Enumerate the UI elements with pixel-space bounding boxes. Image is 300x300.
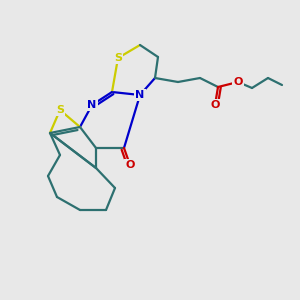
Text: O: O: [125, 160, 135, 170]
Text: O: O: [233, 77, 243, 87]
Text: S: S: [114, 53, 122, 63]
Text: S: S: [56, 105, 64, 115]
Text: N: N: [135, 90, 145, 100]
Text: O: O: [210, 100, 220, 110]
Text: N: N: [87, 100, 97, 110]
